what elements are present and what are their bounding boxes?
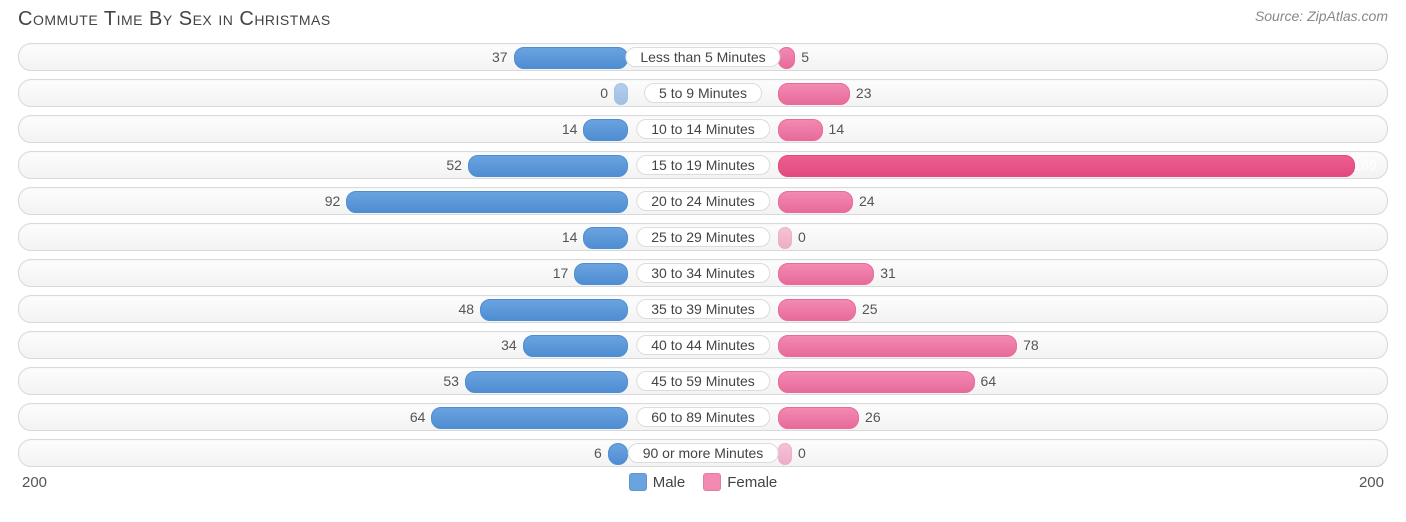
female-value-label: 14 — [829, 121, 845, 137]
source-attribution: Source: ZipAtlas.com — [1255, 8, 1388, 24]
category-label: 35 to 39 Minutes — [636, 299, 770, 319]
male-value-label: 53 — [443, 373, 459, 389]
female-value-label: 189 — [1354, 157, 1377, 173]
category-label: 25 to 29 Minutes — [636, 227, 770, 247]
male-value-label: 64 — [410, 409, 426, 425]
category-label: 60 to 89 Minutes — [636, 407, 770, 427]
male-bar — [468, 155, 628, 177]
male-value-label: 17 — [553, 265, 569, 281]
chart-row: 64 26 60 to 89 Minutes — [18, 403, 1388, 431]
category-label: 15 to 19 Minutes — [636, 155, 770, 175]
female-bar — [778, 299, 856, 321]
female-bar — [778, 407, 859, 429]
female-value-label: 0 — [798, 445, 806, 461]
female-bar — [778, 263, 874, 285]
legend-label-male: Male — [653, 474, 686, 491]
male-bar — [583, 119, 628, 141]
chart-row: 92 24 20 to 24 Minutes — [18, 187, 1388, 215]
female-value-label: 0 — [798, 229, 806, 245]
chart-row: 34 78 40 to 44 Minutes — [18, 331, 1388, 359]
female-bar — [778, 83, 850, 105]
male-bar — [431, 407, 628, 429]
male-value-label: 37 — [492, 49, 508, 65]
female-bar — [778, 335, 1017, 357]
female-swatch-icon — [703, 473, 721, 491]
male-bar — [465, 371, 628, 393]
female-bar — [778, 227, 792, 249]
male-value-label: 14 — [562, 121, 578, 137]
diverging-bar-chart: 37 5 Less than 5 Minutes 0 23 5 to 9 Minutes 1… — [0, 31, 1406, 467]
male-value-label: 48 — [459, 301, 475, 317]
male-value-label: 14 — [562, 229, 578, 245]
legend-item-male: Male — [629, 473, 686, 491]
chart-row: 53 64 45 to 59 Minutes — [18, 367, 1388, 395]
male-bar — [614, 83, 628, 105]
male-bar — [574, 263, 628, 285]
male-bar — [523, 335, 628, 357]
male-value-label: 52 — [446, 157, 462, 173]
axis-max-left: 200 — [22, 474, 47, 491]
female-value-label: 26 — [865, 409, 881, 425]
female-value-label: 5 — [801, 49, 809, 65]
chart-row: 48 25 35 to 39 Minutes — [18, 295, 1388, 323]
male-bar — [583, 227, 628, 249]
male-value-label: 0 — [600, 85, 608, 101]
chart-row: 52 189 15 to 19 Minutes — [18, 151, 1388, 179]
legend: Male Female — [629, 473, 778, 491]
chart-row: 14 14 10 to 14 Minutes — [18, 115, 1388, 143]
category-label: 5 to 9 Minutes — [644, 83, 762, 103]
female-bar — [778, 191, 853, 213]
category-label: 20 to 24 Minutes — [636, 191, 770, 211]
female-value-label: 25 — [862, 301, 878, 317]
female-value-label: 31 — [880, 265, 896, 281]
female-value-label: 78 — [1023, 337, 1039, 353]
female-bar — [778, 155, 1355, 177]
male-value-label: 34 — [501, 337, 517, 353]
category-label: 10 to 14 Minutes — [636, 119, 770, 139]
legend-item-female: Female — [703, 473, 777, 491]
female-bar — [778, 371, 975, 393]
chart-row: 14 0 25 to 29 Minutes — [18, 223, 1388, 251]
category-label: Less than 5 Minutes — [625, 47, 780, 67]
axis-max-right: 200 — [1359, 474, 1384, 491]
female-bar — [778, 443, 792, 465]
female-value-label: 23 — [856, 85, 872, 101]
chart-title: Commute Time By Sex in Christmas — [18, 8, 331, 31]
category-label: 30 to 34 Minutes — [636, 263, 770, 283]
male-value-label: 6 — [594, 445, 602, 461]
female-bar — [778, 119, 823, 141]
category-label: 90 or more Minutes — [628, 443, 779, 463]
male-value-label: 92 — [325, 193, 341, 209]
chart-row: 37 5 Less than 5 Minutes — [18, 43, 1388, 71]
female-bar — [778, 47, 795, 69]
chart-row: 6 0 90 or more Minutes — [18, 439, 1388, 467]
male-swatch-icon — [629, 473, 647, 491]
male-bar — [608, 443, 628, 465]
female-value-label: 64 — [981, 373, 997, 389]
chart-row: 17 31 30 to 34 Minutes — [18, 259, 1388, 287]
male-bar — [346, 191, 628, 213]
male-bar — [480, 299, 628, 321]
chart-row: 0 23 5 to 9 Minutes — [18, 79, 1388, 107]
female-value-label: 24 — [859, 193, 875, 209]
category-label: 40 to 44 Minutes — [636, 335, 770, 355]
male-bar — [514, 47, 628, 69]
legend-label-female: Female — [727, 474, 777, 491]
category-label: 45 to 59 Minutes — [636, 371, 770, 391]
